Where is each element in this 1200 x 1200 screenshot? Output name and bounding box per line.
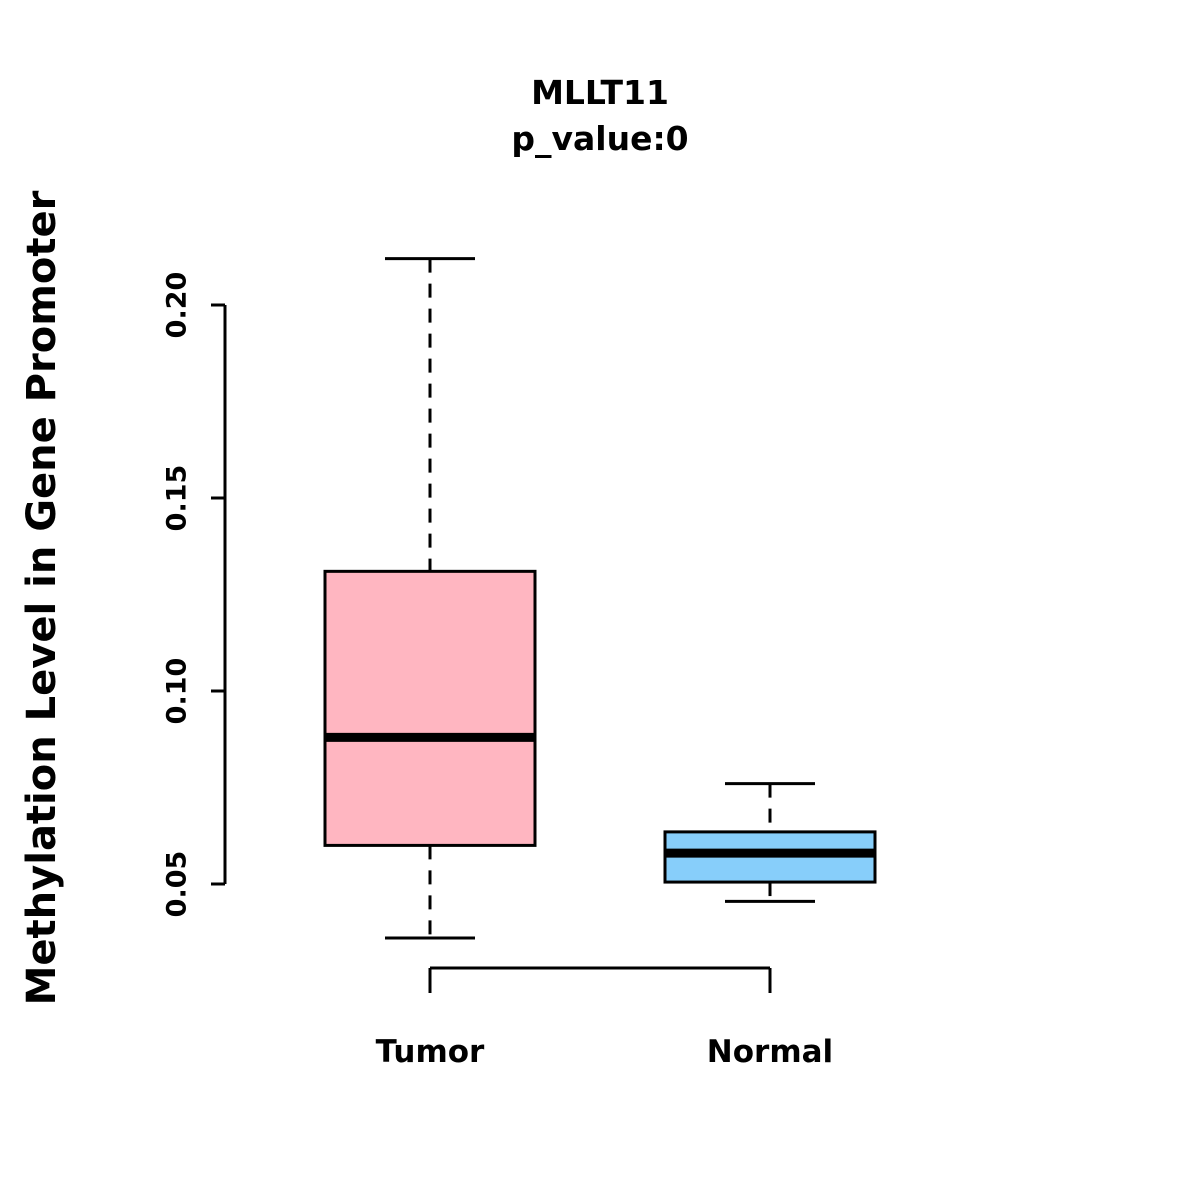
chart-subtitle: p_value:0 (511, 119, 689, 158)
box-group-tumor (323, 257, 537, 940)
chart-title-block: MLLT11 p_value:0 (0, 70, 1200, 162)
y-axis-title: Methylation Level in Gene Promoter (19, 190, 65, 1005)
y-tick-label: 0.05 (162, 851, 193, 918)
y-tick-label: 0.15 (162, 465, 193, 532)
box-group-normal (663, 782, 877, 903)
x-category-label-normal: Normal (707, 1034, 833, 1070)
x-category-label-tumor: Tumor (376, 1034, 485, 1070)
y-tick-label: 0.10 (162, 658, 193, 725)
chart-title: MLLT11 (531, 73, 669, 112)
iqr-box-tumor (323, 569, 537, 847)
y-tick-label: 0.20 (162, 272, 193, 339)
